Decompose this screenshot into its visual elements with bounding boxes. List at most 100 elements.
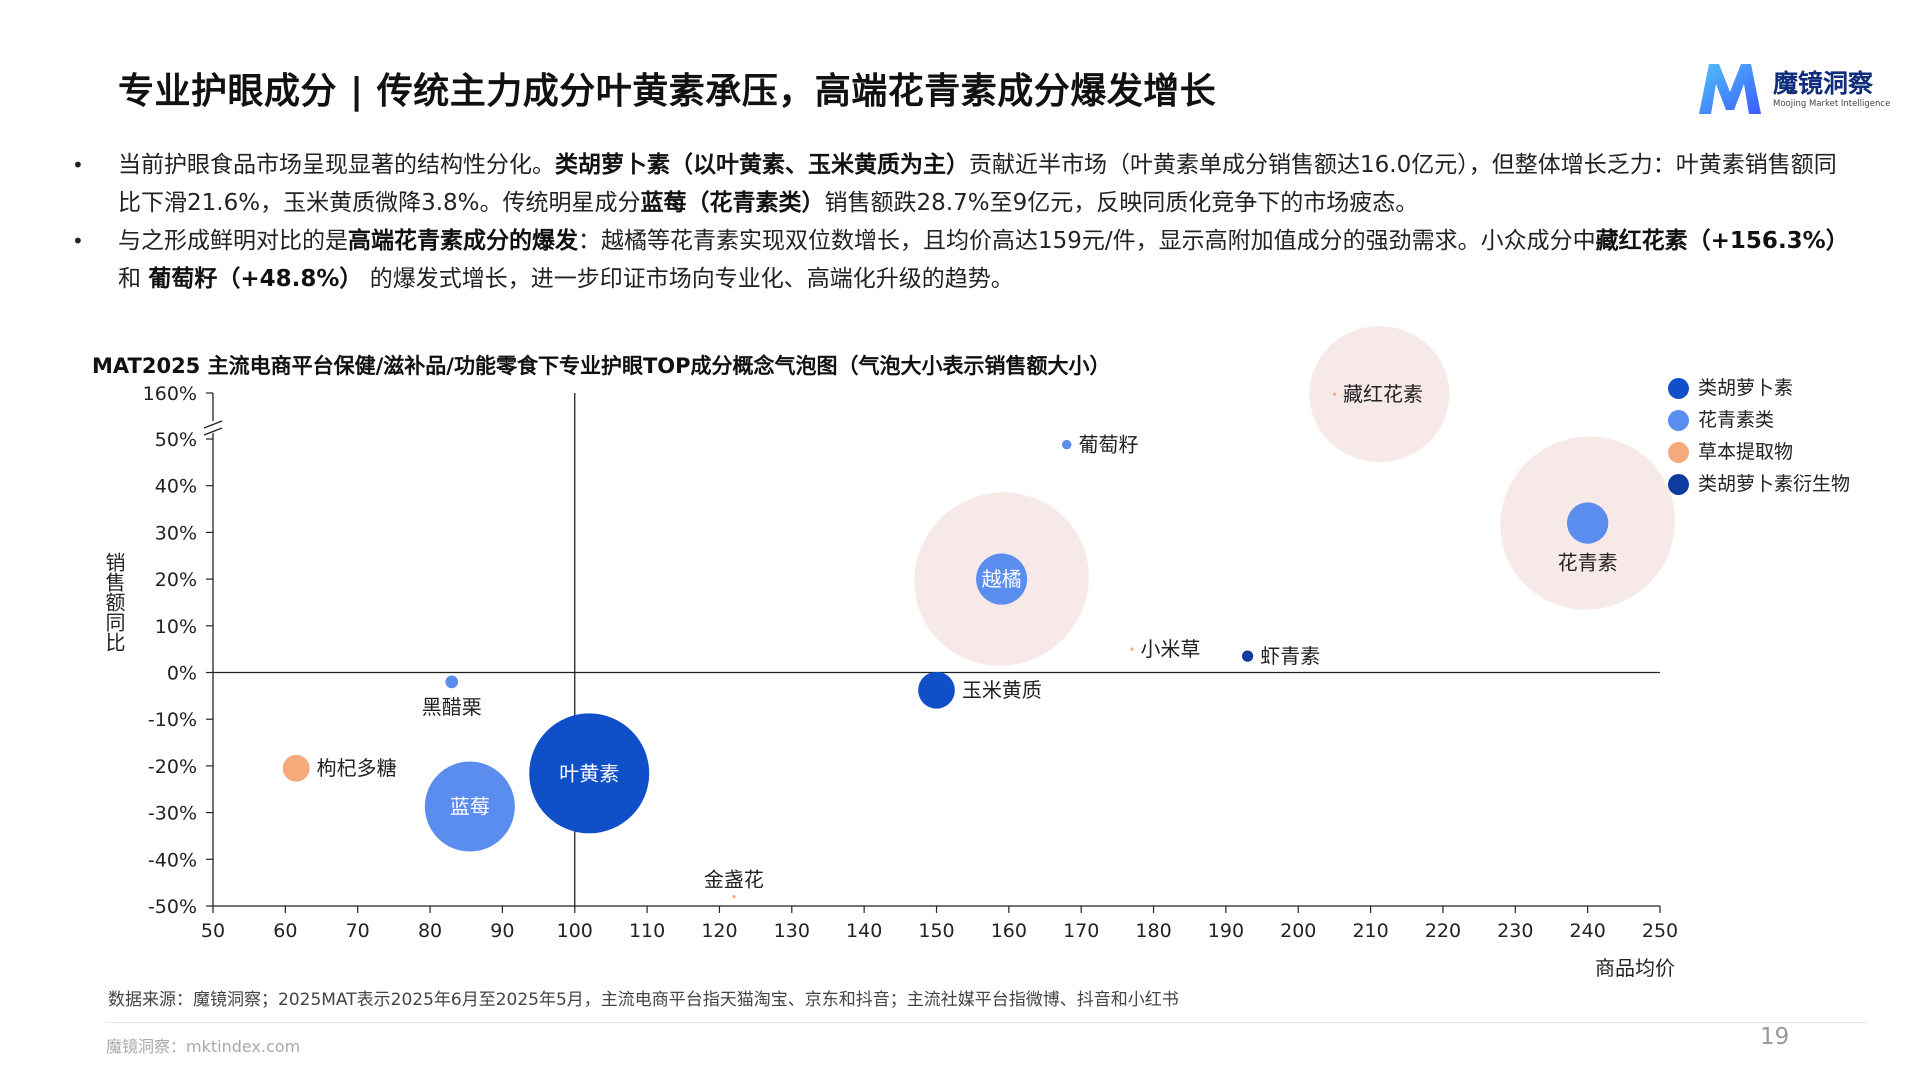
logo-subtitle: Moojing Market Intelligence — [1773, 99, 1891, 109]
y-tick-label: 0% — [167, 663, 197, 685]
x-tick-label: 60 — [273, 920, 297, 942]
y-tick-label: -40% — [148, 849, 197, 871]
x-tick-label: 190 — [1208, 920, 1244, 942]
bubble-葡萄籽 — [1061, 439, 1072, 450]
y-tick-label: 10% — [155, 616, 197, 638]
bubble-label: 蓝莓 — [450, 795, 490, 819]
bullet-emphasis: 藏红花素（+156.3%） — [1595, 228, 1849, 254]
y-tick-label: -20% — [148, 756, 197, 778]
legend-item: 花青素类 — [1668, 408, 1850, 440]
legend-label: 草本提取物 — [1698, 441, 1794, 463]
bubble-label: 金盏花 — [704, 868, 764, 892]
x-tick-label: 150 — [918, 920, 954, 942]
data-source-note: 数据来源：魔镜洞察；2025MAT表示2025年6月至2025年5月，主流电商平… — [108, 990, 1179, 1010]
bullet-marker: • — [72, 229, 84, 253]
legend-label: 花青素类 — [1698, 409, 1775, 431]
y-tick-label: 160% — [143, 383, 197, 405]
bullet-text: 当前护眼食品市场呈现显著的结构性分化。 — [118, 152, 555, 178]
chart-legend: 类胡萝卜素花青素类草本提取物类胡萝卜素衍生物 — [1668, 376, 1850, 504]
bubble-label: 枸杞多糖 — [317, 756, 397, 780]
y-tick-label: -30% — [148, 803, 197, 825]
highlight-ellipse — [1309, 326, 1450, 463]
bullet-item: • 当前护眼食品市场呈现显著的结构性分化。类胡萝卜素（以叶黄素、玉米黄质为主）贡献… — [70, 146, 1850, 222]
x-tick-label: 90 — [490, 920, 514, 942]
bubble-label: 虾青素 — [1260, 644, 1320, 668]
legend-item: 类胡萝卜素 — [1668, 376, 1850, 408]
bubble-叶黄素 — [529, 713, 650, 834]
x-tick-label: 170 — [1063, 920, 1099, 942]
brand-logo: 魔镜洞察 Moojing Market Intelligence — [1695, 58, 1895, 118]
bullet-emphasis: 类胡萝卜素（以叶黄素、玉米黄质为主） — [555, 152, 969, 178]
y-tick-label: 40% — [155, 476, 197, 498]
legend-label: 类胡萝卜素 — [1698, 377, 1794, 399]
y-tick-label: -50% — [148, 896, 197, 918]
legend-swatch — [1668, 474, 1689, 495]
x-tick-label: 220 — [1425, 920, 1461, 942]
page-number: 19 — [1760, 1024, 1790, 1050]
x-tick-label: 210 — [1352, 920, 1388, 942]
footer-site: 魔镜洞察：mktindex.com — [106, 1037, 301, 1056]
bullet-marker: • — [72, 153, 84, 177]
bubble-label: 葡萄籽 — [1078, 433, 1138, 457]
bullet-emphasis: 蓝莓（花青素类） — [640, 190, 825, 216]
x-tick-label: 50 — [201, 920, 225, 942]
bubble-label: 黑醋栗 — [422, 695, 482, 719]
x-tick-label: 250 — [1642, 920, 1678, 942]
bubble-玉米黄质 — [918, 671, 955, 709]
bubble-越橘 — [976, 553, 1028, 605]
bullet-text: 与之形成鲜明对比的是 — [118, 228, 348, 254]
y-tick-label: 30% — [155, 522, 197, 544]
bullet-text: ：越橘等花青素实现双位数增长，且均价高达159元/件，显示高附加值成分的强劲需求… — [578, 228, 1596, 254]
bubble-label: 叶黄素 — [559, 761, 619, 785]
bubble-小米草 — [1130, 647, 1134, 651]
bubble-黑醋栗 — [445, 675, 459, 689]
page-title: 专业护眼成分 | 传统主力成分叶黄素承压，高端花青素成分爆发增长 — [118, 71, 1217, 112]
x-tick-label: 240 — [1570, 920, 1606, 942]
logo-name: 魔镜洞察 — [1773, 69, 1874, 98]
bubble-金盏花 — [732, 895, 736, 899]
bullet-emphasis: 葡萄籽（+48.8%） — [148, 266, 363, 292]
bubble-虾青素 — [1241, 650, 1254, 662]
x-tick-label: 100 — [557, 920, 593, 942]
x-tick-label: 110 — [629, 920, 665, 942]
bubble-label: 玉米黄质 — [962, 678, 1042, 702]
bubble-蓝莓 — [424, 761, 515, 852]
x-tick-label: 180 — [1135, 920, 1171, 942]
bullet-text: 和 — [118, 266, 149, 292]
legend-swatch — [1668, 442, 1689, 463]
x-tick-label: 160 — [991, 920, 1027, 942]
y-axis-title: 销售额同比 — [102, 552, 126, 652]
logo-m-icon — [1699, 64, 1761, 114]
bubble-label: 越橘 — [982, 567, 1022, 591]
x-tick-label: 80 — [418, 920, 442, 942]
y-tick-label: -10% — [148, 709, 197, 731]
bubble-label: 藏红花素 — [1343, 382, 1423, 406]
bullet-text: 的爆发式增长，进一步印证市场向专业化、高端化升级的趋势。 — [362, 266, 1014, 292]
legend-swatch — [1668, 378, 1689, 399]
bubble-枸杞多糖 — [282, 754, 310, 782]
axis-break-mark — [203, 420, 223, 429]
y-tick-label: 50% — [155, 429, 197, 451]
bubble-label: 小米草 — [1140, 637, 1200, 661]
bullet-emphasis: 高端花青素成分的爆发 — [348, 228, 578, 254]
x-tick-label: 130 — [774, 920, 810, 942]
axis-break-mark — [203, 427, 223, 436]
legend-item: 草本提取物 — [1668, 440, 1850, 472]
y-tick-label: 20% — [155, 569, 197, 591]
x-tick-label: 230 — [1497, 920, 1533, 942]
bullet-list: • 当前护眼食品市场呈现显著的结构性分化。类胡萝卜素（以叶黄素、玉米黄质为主）贡献… — [70, 146, 1850, 298]
legend-label: 类胡萝卜素衍生物 — [1698, 473, 1851, 495]
x-axis-title: 商品均价 — [1595, 956, 1675, 980]
bullet-text: 贡献近半市场（叶黄素单成分销售额达16.0亿元），但整体增长乏力：叶黄素销售额同… — [118, 152, 1837, 216]
x-tick-label: 200 — [1280, 920, 1316, 942]
bubble-label: 花青素 — [1558, 551, 1618, 575]
bubble-藏红花素 — [1332, 392, 1337, 396]
chart-title: MAT2025 主流电商平台保健/滋补品/功能零食下专业护眼TOP成分概念气泡图… — [92, 354, 1111, 378]
footer-divider — [106, 1022, 1866, 1023]
x-tick-label: 70 — [346, 920, 370, 942]
bullet-item: • 与之形成鲜明对比的是高端花青素成分的爆发：越橘等花青素实现双位数增长，且均价高… — [70, 222, 1850, 298]
legend-swatch — [1668, 410, 1689, 431]
legend-item: 类胡萝卜素衍生物 — [1668, 472, 1850, 504]
x-tick-label: 120 — [701, 920, 737, 942]
